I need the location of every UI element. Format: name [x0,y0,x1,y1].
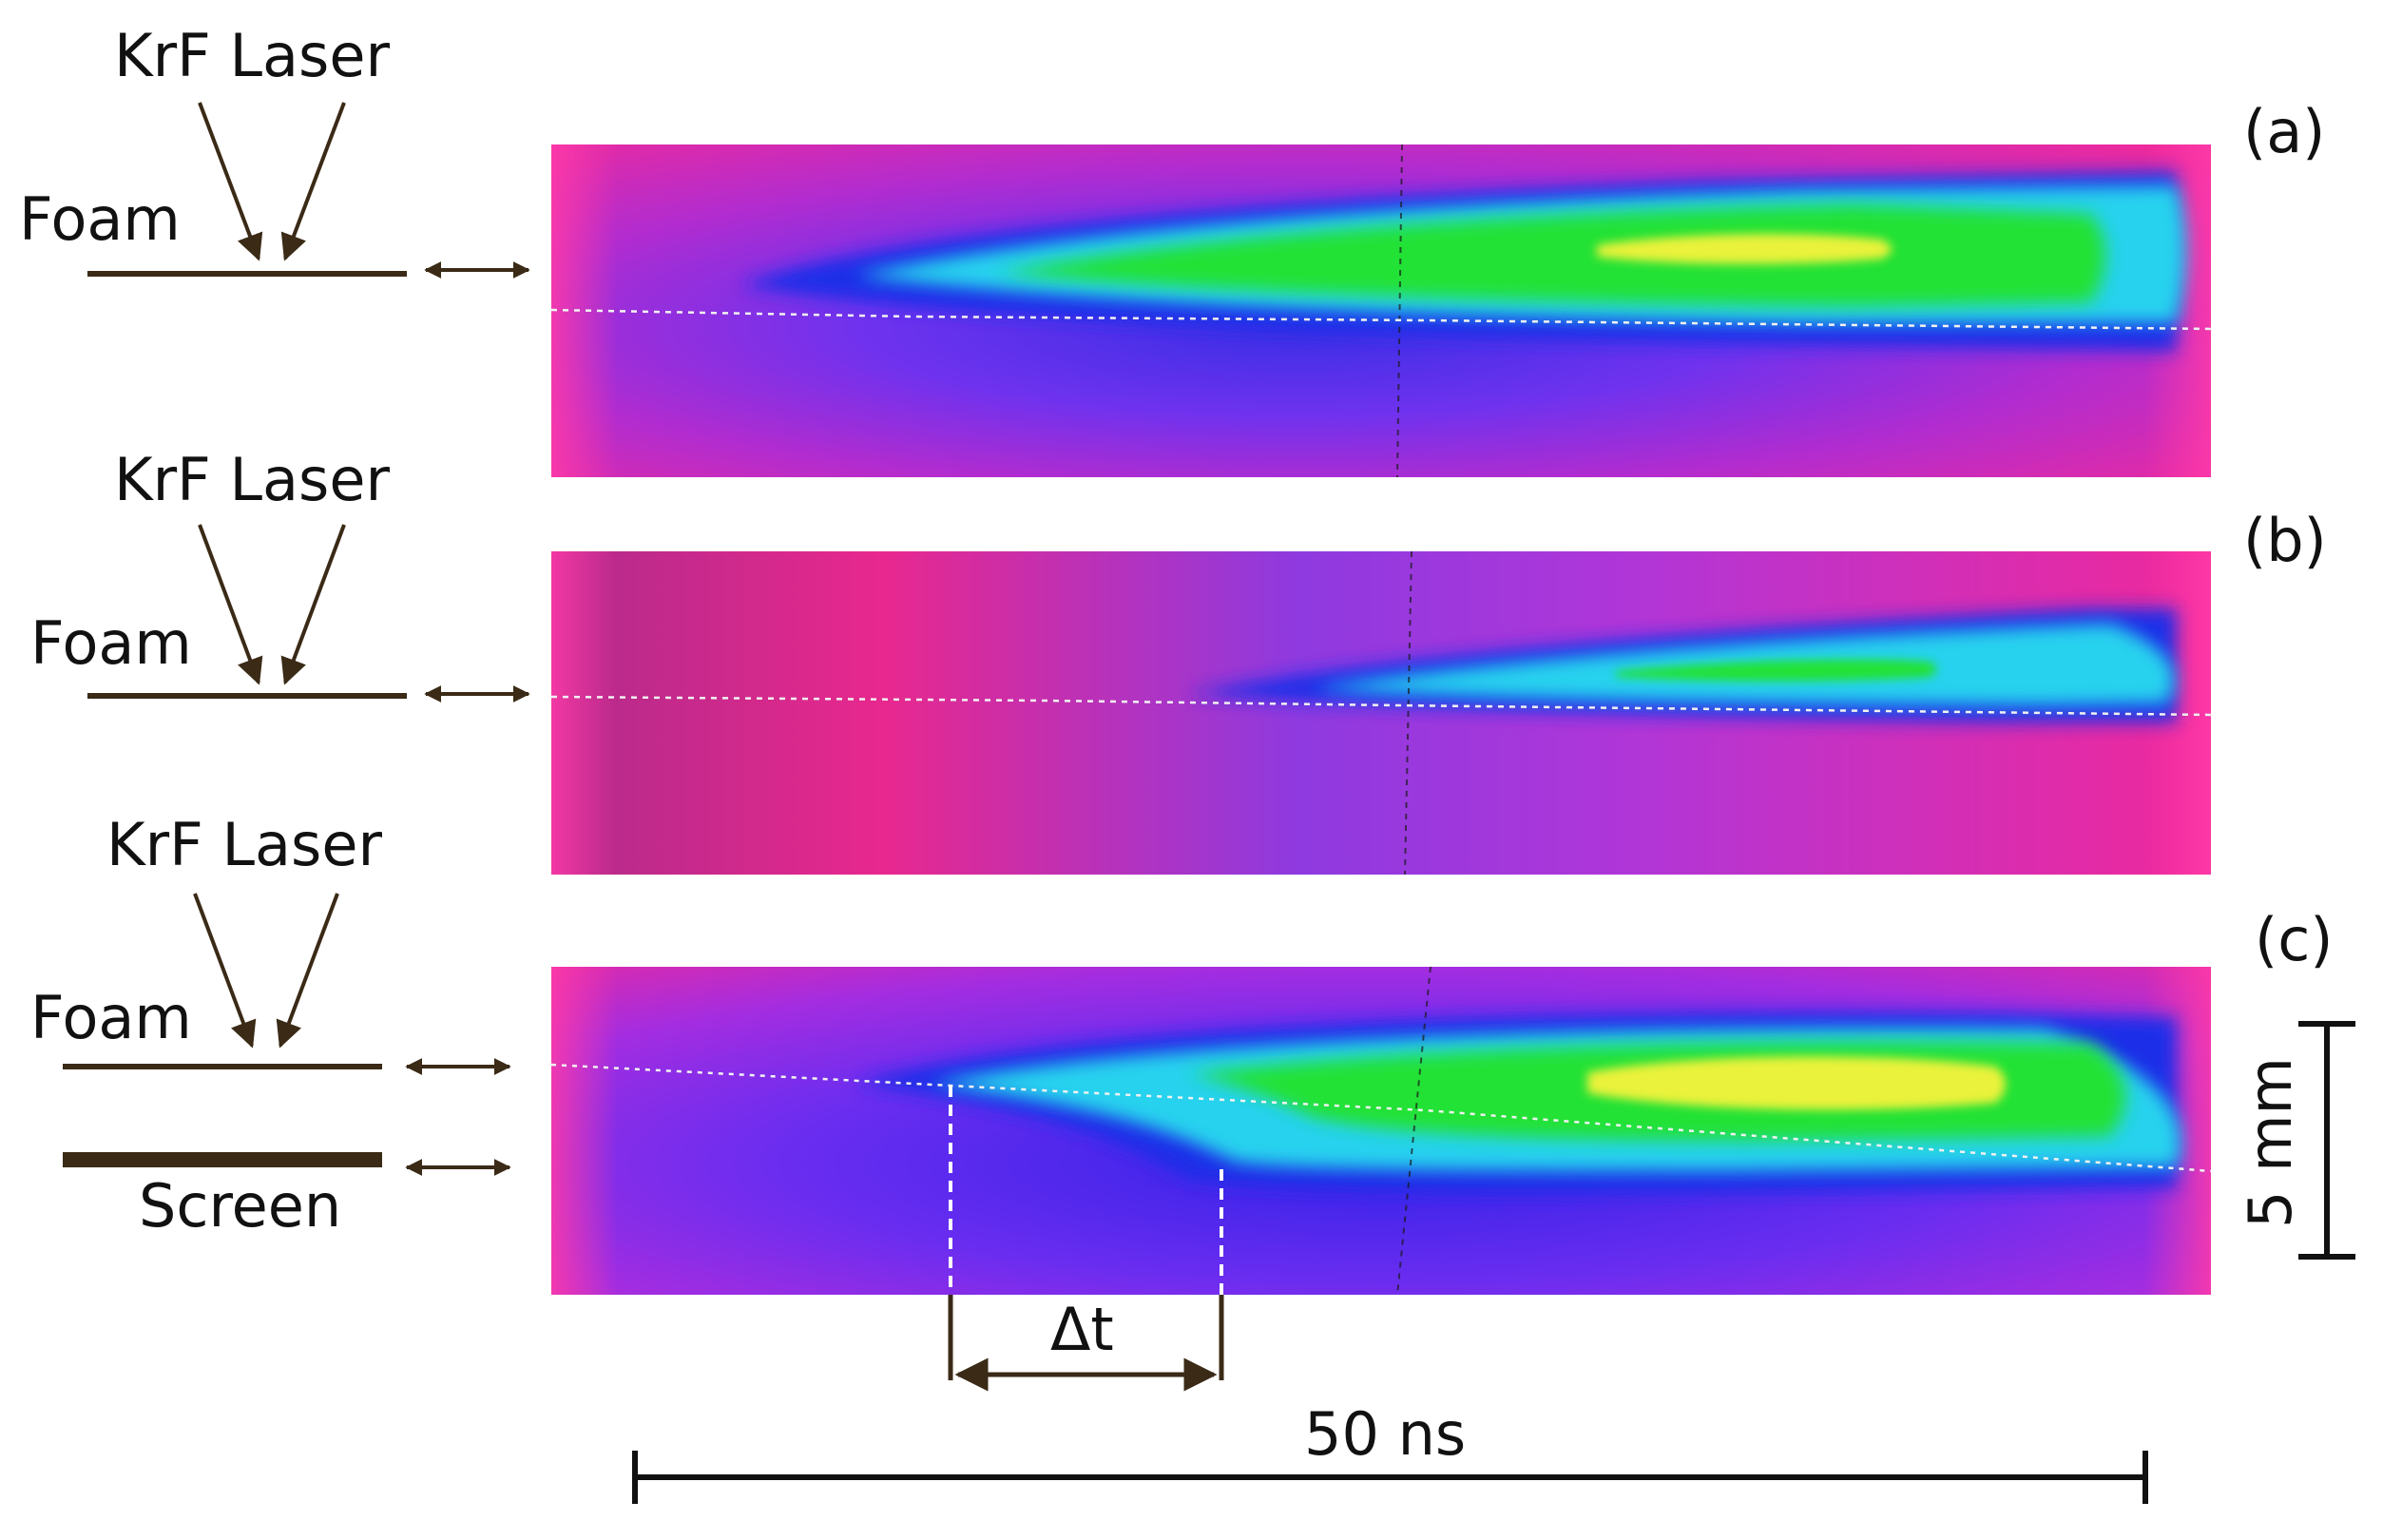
laser-label-b: KrF Laser [114,445,390,514]
laser-label-c: KrF Laser [106,810,382,879]
laser-beam-left-a [198,102,263,261]
panel-label-a: (a) [2243,97,2325,166]
streak-image-a [551,144,2211,477]
time-scale-bar: 50 ns [632,1399,2148,1504]
delta-t-annotation: Δt [948,1086,1224,1392]
laser-beam-left-b [198,524,263,685]
panel-label-c: (c) [2255,905,2333,974]
schematic-c: KrF Laser Foam Screen [30,810,511,1241]
delta-t-label: Δt [1050,1295,1114,1364]
laser-beam-right-c [276,893,339,1049]
laser-beam-left-c [193,893,257,1049]
laser-beam-right-a [280,102,346,261]
screen-label-c: Screen [139,1171,341,1241]
schematic-a: KrF Laser Foam [19,21,530,279]
streak-image-b [551,551,2211,875]
schematic-b: KrF Laser Foam [30,445,530,703]
panel-label-b: (b) [2243,506,2327,575]
streak-image-c [551,967,2211,1295]
foam-label-a: Foam [19,184,181,254]
laser-beam-right-b [280,524,346,685]
space-scale-label: 5 mm [2236,1057,2305,1228]
foam-label-c: Foam [30,983,192,1052]
space-scale-bar: 5 mm [2236,1021,2355,1260]
time-scale-label: 50 ns [1304,1399,1466,1469]
laser-label-a: KrF Laser [114,21,390,90]
foam-label-b: Foam [30,608,192,678]
